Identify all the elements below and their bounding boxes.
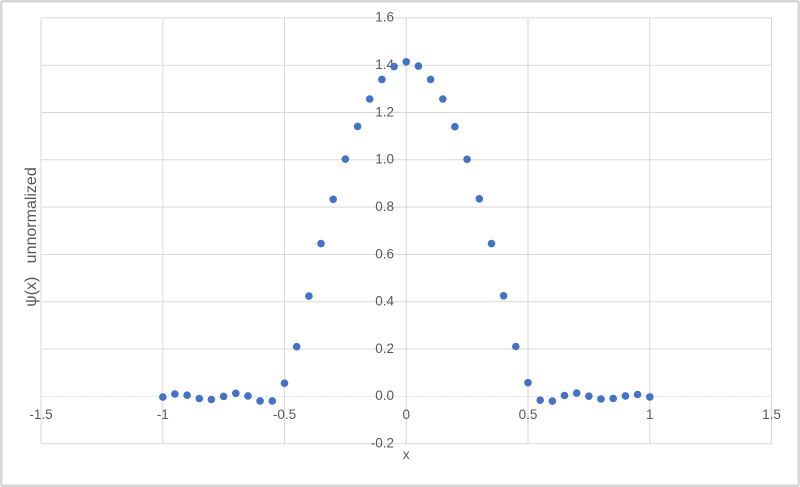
svg-text:-1: -1 [157, 407, 169, 422]
svg-text:0.4: 0.4 [375, 294, 394, 309]
svg-text:x: x [403, 447, 410, 462]
svg-text:ψ(x) unnormalized: ψ(x) unnormalized [23, 167, 40, 306]
svg-text:0.5: 0.5 [519, 407, 538, 422]
svg-text:1.6: 1.6 [375, 10, 394, 25]
svg-text:-1.5: -1.5 [29, 407, 52, 422]
svg-text:1.2: 1.2 [375, 104, 394, 119]
svg-text:1.5: 1.5 [762, 407, 781, 422]
svg-text:0.2: 0.2 [375, 341, 394, 356]
svg-text:1: 1 [646, 407, 654, 422]
svg-text:0: 0 [402, 407, 410, 422]
svg-text:1.0: 1.0 [375, 152, 394, 167]
svg-text:-0.5: -0.5 [273, 407, 296, 422]
svg-text:-0.2: -0.2 [371, 436, 394, 451]
svg-text:1.4: 1.4 [375, 57, 394, 72]
svg-text:0.0: 0.0 [375, 388, 394, 403]
svg-text:0.6: 0.6 [375, 246, 394, 261]
svg-text:0.8: 0.8 [375, 199, 394, 214]
